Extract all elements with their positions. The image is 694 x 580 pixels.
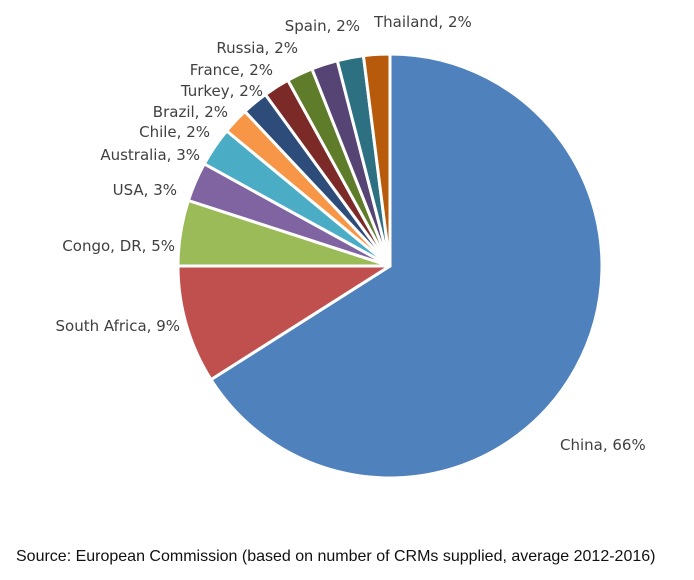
slice-label-thailand: Thailand, 2%	[374, 13, 472, 31]
pie-chart-figure: China, 66% South Africa, 9% Congo, DR, 5…	[55, 13, 646, 480]
slice-label-congo-dr: Congo, DR, 5%	[62, 237, 175, 255]
slice-label-usa: USA, 3%	[112, 181, 177, 199]
slice-label-spain: Spain, 2%	[284, 17, 360, 35]
slice-label-turkey: Turkey, 2%	[180, 82, 263, 100]
pie-plot-area	[176, 52, 604, 480]
pie-slice-china	[209, 52, 604, 480]
slice-label-australia: Australia, 3%	[100, 146, 200, 164]
slice-label-brazil: Brazil, 2%	[152, 103, 228, 121]
slice-label-chile: Chile, 2%	[139, 123, 210, 141]
pie-slice-south-africa	[176, 264, 392, 382]
slice-label-france: France, 2%	[189, 61, 273, 79]
slice-label-south-africa: South Africa, 9%	[55, 317, 180, 335]
source-caption: Source: European Commission (based on nu…	[16, 548, 656, 565]
slice-label-china: China, 66%	[560, 436, 646, 454]
slice-label-russia: Russia, 2%	[216, 39, 298, 57]
pie-slice-thailand	[361, 52, 392, 268]
